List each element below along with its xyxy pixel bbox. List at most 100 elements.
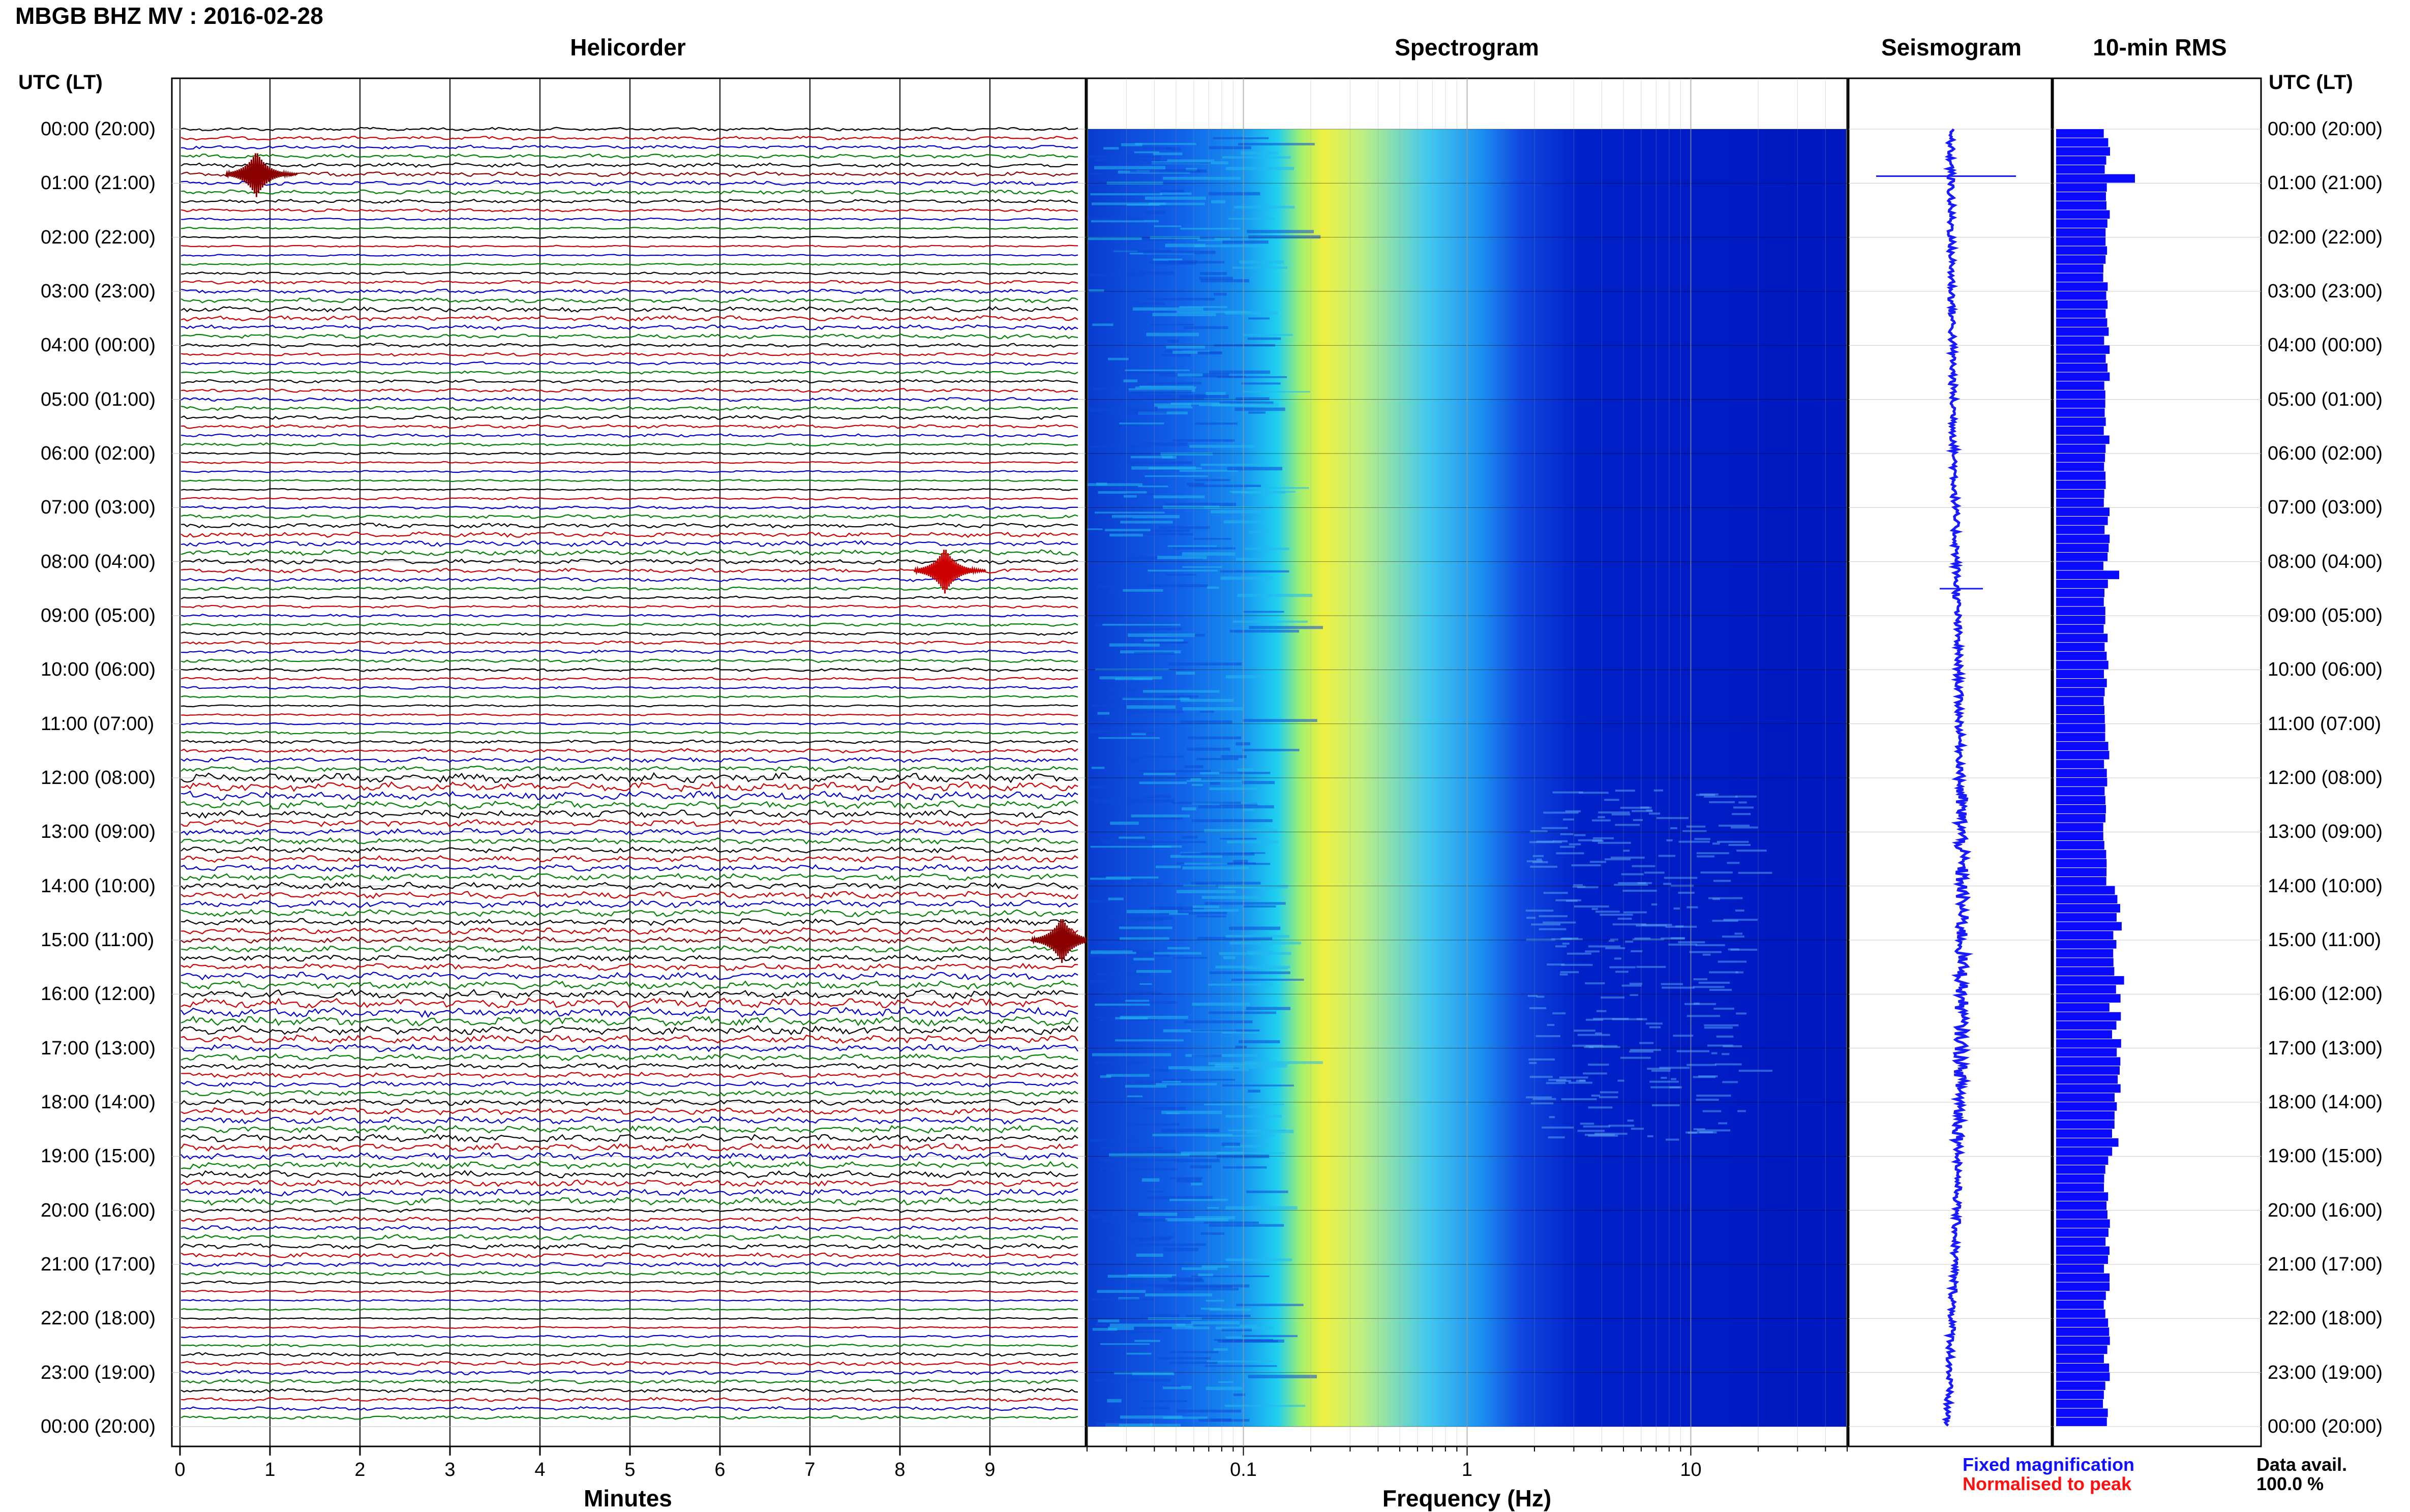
spectrogram-texture <box>1183 885 1216 887</box>
spectrogram-texture <box>1136 1253 1163 1257</box>
rms-bar <box>2056 895 2118 904</box>
spectrogram-texture <box>1623 850 1630 852</box>
spectrogram-texture <box>1092 1053 1171 1056</box>
spectrogram-texture <box>1182 866 1249 870</box>
spectrogram-texture <box>1093 387 1112 390</box>
spectrogram-texture <box>1207 586 1219 589</box>
spectrogram-texture <box>1223 1166 1267 1169</box>
rms-bar <box>2056 1003 2110 1012</box>
spectrogram-texture <box>1126 493 1154 495</box>
spectrogram-texture <box>1248 1090 1260 1093</box>
spectrogram-texture <box>1177 311 1252 313</box>
spectrogram-texture <box>1139 385 1194 388</box>
spectrogram-texture <box>1574 1030 1595 1032</box>
spectrogram-texture <box>1593 1017 1629 1020</box>
spectrogram-texture <box>1132 1372 1174 1375</box>
spectrogram-panel <box>1086 77 1848 1447</box>
spectrogram-texture <box>1143 772 1176 775</box>
rms-bar <box>2056 832 2103 841</box>
helicorder-trace <box>180 406 1078 411</box>
hour-label-right: 00:00 (20:00) <box>2268 1416 2383 1437</box>
spectrogram-texture <box>1126 1284 1179 1287</box>
spectrogram-texture <box>1629 982 1642 985</box>
spectrogram-texture <box>1576 1079 1586 1082</box>
spectrogram-texture <box>1099 1019 1158 1021</box>
spectrogram-texture <box>1165 573 1196 576</box>
hour-label-left: 05:00 (01:00) <box>41 388 156 410</box>
spectrogram-texture <box>1732 813 1751 815</box>
helicorder-trace <box>180 531 1078 538</box>
spectrogram-texture <box>1200 279 1249 283</box>
spectrogram-texture <box>1237 593 1313 597</box>
rms-bar <box>2056 850 2106 859</box>
spectrogram-texture <box>1535 1035 1560 1038</box>
rms-bar <box>2056 219 2107 228</box>
rms-bar <box>2056 1219 2110 1228</box>
hour-label-right: 18:00 (14:00) <box>2268 1092 2383 1113</box>
hour-label-right: 14:00 (10:00) <box>2268 875 2383 897</box>
rms-bar <box>2056 1021 2117 1030</box>
rms-bar <box>2056 1120 2115 1129</box>
helicorder-trace <box>181 713 1078 717</box>
rms-bar <box>2056 580 2108 588</box>
rms-bar <box>2056 264 2103 273</box>
station-title: MBGB BHZ MV : 2016-02-28 <box>15 3 323 29</box>
rms-bar <box>2056 1372 2110 1381</box>
hour-label-left: 04:00 (00:00) <box>41 335 156 356</box>
spectrogram-texture <box>1584 1134 1615 1136</box>
spectrogram-title: Spectrogram <box>1395 34 1539 61</box>
spectrogram-texture <box>1108 1326 1134 1330</box>
spectrogram-texture <box>1225 675 1266 679</box>
spectrogram-texture <box>1236 1304 1304 1307</box>
spectrogram-texture <box>1620 806 1652 809</box>
spectrogram-texture <box>1180 720 1232 723</box>
spectrogram-texture <box>1231 979 1304 981</box>
spectrogram-texture <box>1140 529 1190 532</box>
helicorder-xtick-label: 3 <box>444 1459 455 1480</box>
spectrogram-texture <box>1526 939 1556 941</box>
spectrogram-texture <box>1166 345 1206 349</box>
rms-bar <box>2056 1138 2119 1147</box>
spectrogram-texture <box>1089 408 1157 412</box>
hour-label-left: 16:00 (12:00) <box>41 983 156 1005</box>
spectrogram-texture <box>1100 1075 1111 1078</box>
hour-label-right: 04:00 (00:00) <box>2268 335 2383 356</box>
spectrogram-texture <box>1632 939 1664 941</box>
spectrogram-texture <box>1735 971 1744 974</box>
rms-bar <box>2056 1111 2115 1120</box>
helicorder-trace <box>180 695 1078 699</box>
spectrogram-texture <box>1229 942 1302 945</box>
spectrogram-texture <box>1678 891 1695 894</box>
spectrogram-texture <box>1709 801 1735 803</box>
spectrogram-texture <box>1670 827 1677 829</box>
spectrogram-texture <box>1167 1277 1202 1281</box>
rms-bar <box>2056 823 2103 832</box>
hour-label-right: 08:00 (04:00) <box>2268 551 2383 572</box>
spectrogram-texture <box>1092 202 1166 205</box>
rms-panel <box>2052 77 2262 1447</box>
spectrogram-texture <box>1245 136 1271 138</box>
spectrogram-texture <box>1119 836 1145 839</box>
spectrogram-texture <box>1087 218 1144 221</box>
spectrogram-texture <box>1102 992 1163 995</box>
helicorder-trace <box>180 208 1078 213</box>
hour-label-left: 02:00 (22:00) <box>41 226 156 248</box>
helicorder-trace <box>180 461 1078 464</box>
spectrogram-texture <box>1219 401 1274 404</box>
spectrogram-xtick-label: 10 <box>1680 1459 1701 1480</box>
rms-bar <box>2056 859 2107 868</box>
spectrogram-texture <box>1120 1015 1188 1019</box>
spectrogram-texture <box>1209 787 1258 790</box>
spectrogram-texture <box>1234 205 1295 209</box>
spectrogram-texture <box>1199 277 1233 280</box>
spectrogram-texture <box>1159 912 1227 915</box>
spectrogram-texture <box>1191 1321 1240 1325</box>
hour-label-left: 03:00 (23:00) <box>41 281 156 302</box>
spectrogram-texture <box>1221 1340 1278 1343</box>
spectrogram-texture <box>1107 916 1173 920</box>
helicorder-trace <box>180 1071 1078 1079</box>
spectrogram-texture <box>1148 162 1211 164</box>
spectrogram-texture <box>1197 351 1222 355</box>
spectrogram-texture <box>1630 994 1638 996</box>
spectrogram-texture <box>1210 971 1290 974</box>
